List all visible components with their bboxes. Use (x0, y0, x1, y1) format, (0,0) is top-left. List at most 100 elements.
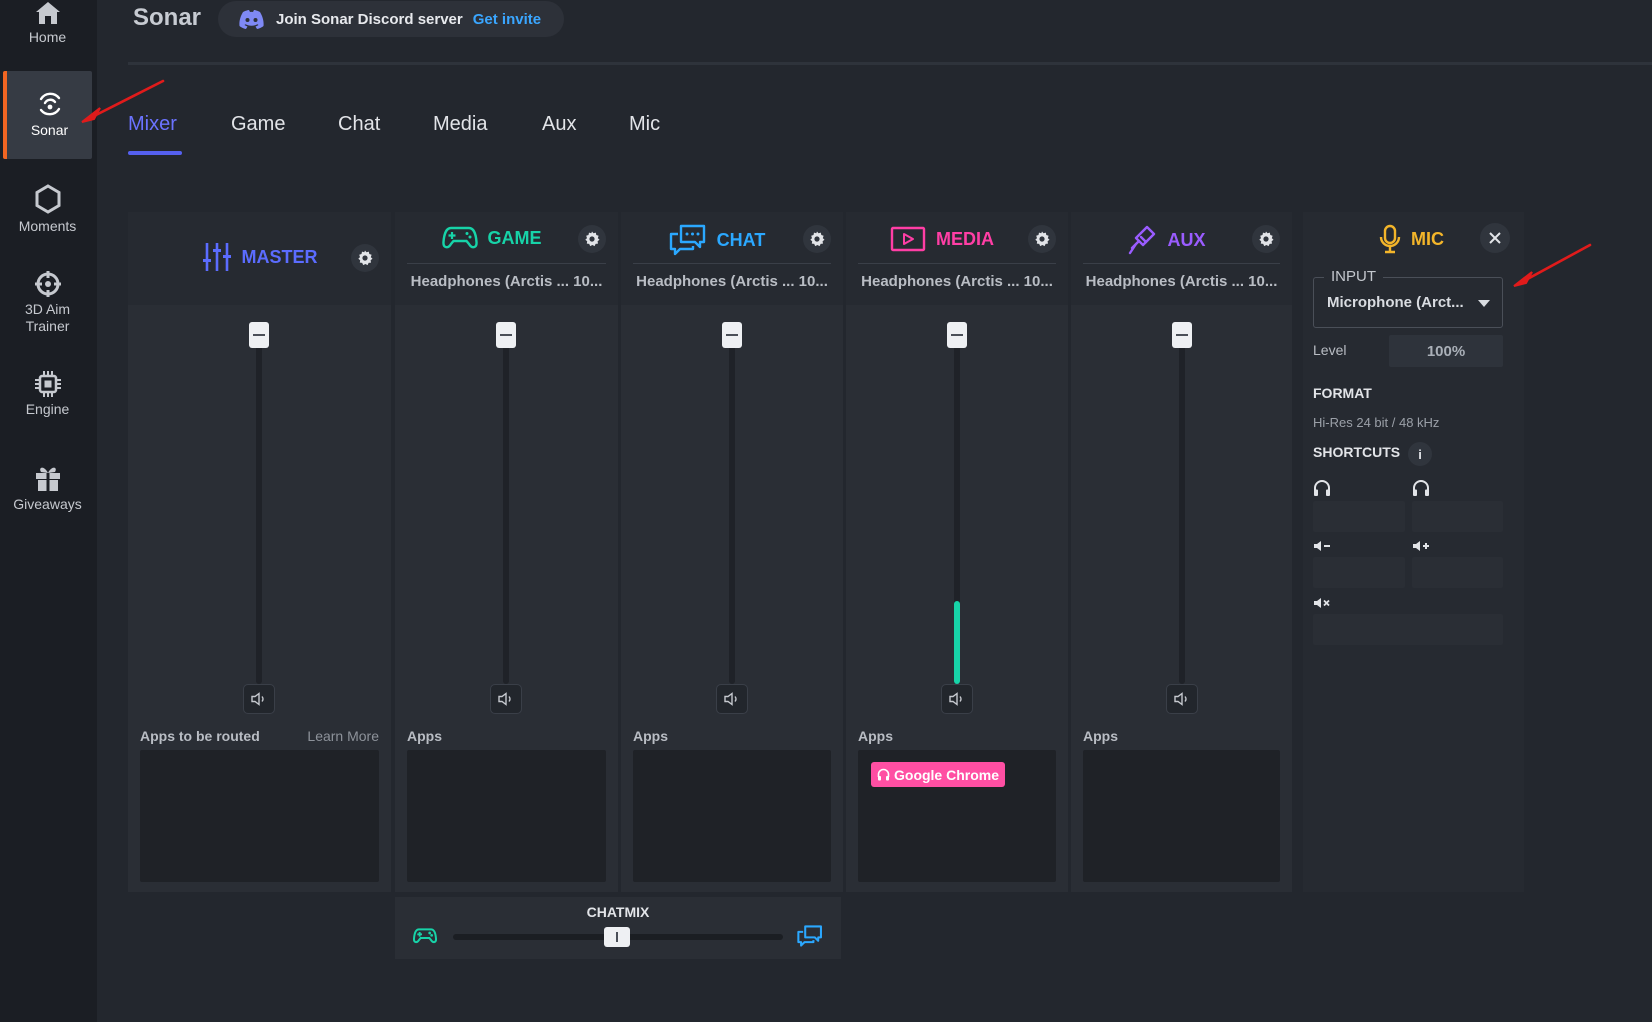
game-settings-button[interactable] (578, 225, 606, 253)
nav-item-home[interactable]: Home (3, 0, 92, 46)
header-divider (633, 263, 831, 264)
volume-slider-track[interactable] (503, 324, 509, 684)
home-icon (35, 2, 60, 24)
nav-item-engine[interactable]: Engine (3, 370, 92, 418)
channel-title-chat: CHAT (716, 229, 766, 250)
mic-level-input[interactable]: 100% (1389, 335, 1503, 367)
mic-shortcuts-label: SHORTCUTS (1313, 444, 1401, 460)
nav-item-moments[interactable]: Moments (3, 183, 92, 235)
output-device-label[interactable]: Headphones (Arctis ... 10... (636, 273, 828, 290)
shortcut-headphones-2-field[interactable] (1412, 501, 1503, 532)
apps-label: Apps (858, 728, 893, 744)
shortcut-volume-up-field[interactable] (1412, 557, 1503, 588)
gear-icon (810, 231, 825, 247)
tab-media[interactable]: Media (433, 113, 488, 135)
shortcut-volume-down-field[interactable] (1313, 557, 1405, 588)
discord-invite-link[interactable]: Get invite (472, 10, 542, 28)
tab-chat[interactable]: Chat (338, 113, 381, 135)
mic-title: MIC (1379, 224, 1444, 254)
channel-title-media: MEDIA (936, 228, 994, 249)
header-divider (858, 263, 1056, 264)
app-pill-google-chrome[interactable]: Google Chrome (871, 762, 1006, 787)
mic-level-label: Level (1313, 342, 1347, 358)
speaker-icon (949, 692, 962, 706)
tab-mixer[interactable]: Mixer (128, 113, 177, 135)
channel-title: MASTER (128, 241, 391, 273)
apps-label: Apps (407, 728, 442, 744)
mic-input-value: Microphone (Arct... (1327, 294, 1464, 311)
mute-button[interactable] (243, 684, 275, 714)
close-mic-panel-button[interactable] (1480, 223, 1510, 253)
channel-title: MEDIA (846, 226, 1068, 252)
volume-slider-handle[interactable] (722, 322, 742, 348)
mute-button[interactable] (1166, 684, 1198, 714)
output-device-label[interactable]: Headphones (Arctis ... 10... (861, 273, 1053, 290)
shortcut-headphones-1-field[interactable] (1313, 501, 1405, 532)
apps-drop-zone[interactable] (633, 750, 831, 882)
microphone-icon (1379, 224, 1401, 254)
speaker-icon (724, 692, 737, 706)
chat-settings-button[interactable] (803, 225, 831, 253)
channel-header: MEDIA Headphones (Arctis ... 10... (846, 212, 1068, 305)
chatmix-slider-handle[interactable] (604, 927, 630, 947)
apps-drop-zone[interactable] (140, 750, 379, 882)
channel-aux: AUX Headphones (Arctis ... 10... Apps (1071, 212, 1292, 892)
gear-icon (1035, 231, 1050, 247)
discord-icon (239, 10, 264, 29)
tab-mic[interactable]: Mic (629, 113, 661, 135)
volume-slider-track[interactable] (729, 324, 735, 684)
mute-button[interactable] (490, 684, 522, 714)
learn-more-link[interactable]: Learn More (307, 728, 379, 744)
speaker-icon (498, 692, 511, 706)
info-icon[interactable]: i (1408, 442, 1432, 466)
tab-game[interactable]: Game (231, 113, 286, 135)
header-divider (128, 62, 1652, 65)
mic-title-label: MIC (1411, 228, 1444, 249)
gear-icon (585, 231, 600, 247)
mute-button[interactable] (941, 684, 973, 714)
shortcut-mute-field[interactable] (1313, 614, 1503, 645)
aux-cable-icon (1129, 225, 1156, 255)
sliders-icon (202, 243, 231, 271)
master-settings-button[interactable] (351, 244, 379, 272)
volume-slider-handle[interactable] (947, 322, 967, 348)
channel-title: GAME (395, 225, 618, 251)
channel-header: AUX Headphones (Arctis ... 10... (1071, 212, 1292, 305)
volume-slider-handle[interactable] (496, 322, 516, 348)
discord-banner[interactable]: Join Sonar Discord server Get invite (218, 1, 564, 37)
apps-drop-zone[interactable] (1083, 750, 1280, 882)
volume-down-icon (1314, 541, 1330, 551)
media-settings-button[interactable] (1028, 225, 1056, 253)
channel-chat: CHAT Headphones (Arctis ... 10... Apps (621, 212, 843, 892)
channel-title: CHAT (621, 224, 843, 256)
mute-button[interactable] (716, 684, 748, 714)
channel-master: MASTER Apps to be routed Learn More (128, 212, 391, 892)
nav-item-giveaways[interactable]: Giveaways (3, 463, 92, 513)
gamepad-icon (441, 226, 478, 249)
tab-aux[interactable]: Aux (542, 113, 577, 135)
volume-slider-handle[interactable] (1172, 322, 1192, 348)
output-device-label[interactable]: Headphones (Arctis ... 10... (1085, 273, 1278, 290)
apps-drop-zone[interactable]: Google Chrome (858, 750, 1056, 882)
mic-input-legend: INPUT (1324, 268, 1383, 285)
volume-slider-track[interactable] (256, 324, 262, 684)
apps-drop-zone[interactable] (407, 750, 606, 882)
nav-item-sonar[interactable]: Sonar (3, 71, 92, 159)
gear-icon (1259, 231, 1274, 247)
channel-title-game: GAME (487, 227, 542, 248)
close-icon (1489, 232, 1501, 244)
moments-icon (35, 184, 60, 214)
volume-slider-handle[interactable] (249, 322, 269, 348)
nav-item-aim-trainer[interactable]: 3D Aim Trainer (3, 270, 92, 335)
volume-up-icon (1413, 541, 1429, 551)
mic-input-select[interactable]: INPUT Microphone (Arct... (1313, 268, 1503, 328)
aux-settings-button[interactable] (1252, 225, 1280, 253)
output-device-label[interactable]: Headphones (Arctis ... 10... (410, 273, 603, 290)
app-pill-label: Google Chrome (894, 766, 1000, 783)
left-navigation: Home Sonar Moments (0, 0, 97, 1022)
crosshair-icon (34, 271, 61, 297)
mic-format-value: Hi-Res 24 bit / 48 kHz (1313, 415, 1440, 430)
volume-slider-track[interactable] (1179, 324, 1185, 684)
volume-slider-track[interactable] (954, 324, 960, 684)
